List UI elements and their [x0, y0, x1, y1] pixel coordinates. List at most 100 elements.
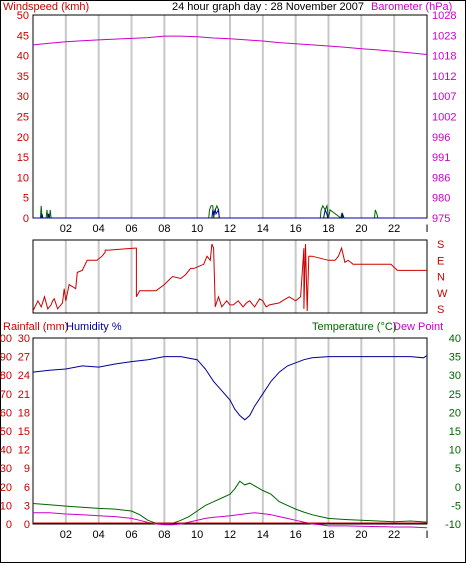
- wind-y-tick-25: 25: [17, 112, 29, 124]
- baro-y-tick-986: 986: [432, 172, 450, 184]
- barometer-axis-label: Barometer (hPa): [371, 1, 452, 13]
- wind-x-tick-14: 14: [257, 223, 269, 235]
- rain-y-tick-3: 70: [0, 389, 12, 401]
- humidity-axis-label: Humidity %: [66, 321, 122, 333]
- temp-y-tick-3: 25: [449, 389, 461, 401]
- wind-y-tick-15: 15: [17, 152, 29, 164]
- rain-y-tick-8: 20: [0, 482, 12, 494]
- wind-y-tick-45: 45: [17, 30, 29, 42]
- baro-y-tick-1018: 1018: [432, 51, 456, 63]
- rainfall-axis-label: Rainfall (mm): [3, 321, 68, 333]
- temperature-plot-area: [32, 337, 428, 525]
- rain-y-tick-1: 90: [0, 352, 12, 364]
- temp-series-line-0: [32, 354, 428, 421]
- temp-y-tick-9: -5: [451, 500, 461, 512]
- temp-x-tick-I: I: [425, 529, 428, 541]
- temp-y-tick-5: 15: [449, 426, 461, 438]
- rain-y-tick-9: 10: [0, 500, 12, 512]
- wind-x-tick-I: I: [425, 223, 428, 235]
- chart-title: 24 hour graph day : 28 November 2007: [172, 1, 364, 13]
- wind-y-tick-40: 40: [17, 51, 29, 63]
- baro-y-tick-980: 980: [432, 193, 450, 205]
- temp-x-tick-10: 10: [191, 529, 203, 541]
- baro-y-tick-991: 991: [432, 152, 450, 164]
- baro-y-tick-1023: 1023: [432, 30, 456, 42]
- humidity-y-tick-8: 6: [24, 482, 30, 494]
- baro-y-tick-975: 975: [432, 213, 450, 225]
- direction-plot-area: [32, 239, 428, 314]
- temp-x-tick-16: 16: [290, 529, 302, 541]
- wind-x-tick-04: 04: [93, 223, 105, 235]
- humidity-y-tick-9: 3: [24, 500, 30, 512]
- temperature-axis-label: Temperature (°C): [312, 321, 396, 333]
- rain-y-tick-4: 60: [0, 407, 12, 419]
- wind-x-tick-18: 18: [322, 223, 334, 235]
- humidity-y-tick-2: 24: [18, 370, 30, 382]
- humidity-y-tick-10: 0: [24, 519, 30, 531]
- dir-axis-tick-4: S: [437, 304, 444, 316]
- temp-y-tick-8: 0: [455, 482, 461, 494]
- wind-y-tick-5: 5: [23, 193, 29, 205]
- wind-series-line-0: [32, 35, 428, 55]
- baro-y-tick-1012: 1012: [432, 71, 456, 83]
- rain-y-tick-5: 50: [0, 426, 12, 438]
- dir-axis-tick-1: E: [437, 255, 444, 267]
- baro-y-tick-1028: 1028: [432, 10, 456, 22]
- dewpoint-axis-label: Dew Point: [393, 321, 443, 333]
- baro-y-tick-996: 996: [432, 132, 450, 144]
- temp-y-tick-4: 20: [449, 407, 461, 419]
- wind-y-tick-10: 10: [17, 172, 29, 184]
- temp-y-tick-0: 40: [449, 333, 461, 345]
- dir-axis-tick-3: W: [437, 288, 448, 300]
- humidity-y-tick-3: 21: [18, 389, 30, 401]
- temp-x-tick-12: 12: [224, 529, 236, 541]
- humidity-y-tick-1: 27: [18, 352, 30, 364]
- temp-x-tick-08: 08: [158, 529, 170, 541]
- humidity-y-tick-7: 9: [24, 463, 30, 475]
- temp-x-tick-18: 18: [322, 529, 334, 541]
- temp-y-tick-10: -10: [445, 519, 461, 531]
- humidity-y-tick-6: 12: [18, 445, 30, 457]
- temp-y-tick-7: 5: [455, 463, 461, 475]
- temp-x-tick-04: 04: [93, 529, 105, 541]
- temp-x-tick-14: 14: [257, 529, 269, 541]
- dir-axis-tick-0: S: [437, 239, 444, 251]
- dir-axis-tick-2: N: [437, 272, 445, 284]
- rain-y-tick-7: 30: [0, 463, 12, 475]
- temp-series-line-1: [32, 480, 428, 525]
- wind-x-tick-16: 16: [290, 223, 302, 235]
- wind-x-tick-20: 20: [355, 223, 367, 235]
- temp-y-tick-6: 10: [449, 445, 461, 457]
- wind-x-tick-06: 06: [125, 223, 137, 235]
- wind-x-tick-10: 10: [191, 223, 203, 235]
- rain-y-tick-6: 40: [0, 445, 12, 457]
- wind-y-tick-0: 0: [23, 213, 29, 225]
- rain-y-tick-2: 80: [0, 370, 12, 382]
- wind-y-tick-30: 30: [17, 91, 29, 103]
- windspeed-axis-label: Windspeed (kmh): [3, 1, 89, 13]
- temp-x-tick-22: 22: [388, 529, 400, 541]
- rain-y-tick-0: 100: [0, 333, 12, 345]
- humidity-y-tick-4: 18: [18, 407, 30, 419]
- temp-x-tick-06: 06: [125, 529, 137, 541]
- rain-y-tick-10: 0: [6, 519, 12, 531]
- wind-y-tick-20: 20: [17, 132, 29, 144]
- wind-y-tick-50: 50: [17, 10, 29, 22]
- wind-x-tick-02: 02: [60, 223, 72, 235]
- temp-y-tick-1: 35: [449, 352, 461, 364]
- temp-x-tick-20: 20: [355, 529, 367, 541]
- temp-x-tick-02: 02: [60, 529, 72, 541]
- humidity-y-tick-5: 15: [18, 426, 30, 438]
- wind-x-tick-12: 12: [224, 223, 236, 235]
- wind-x-tick-22: 22: [388, 223, 400, 235]
- direction-series-line-0: [32, 243, 427, 312]
- baro-y-tick-1007: 1007: [432, 91, 456, 103]
- temp-y-tick-2: 30: [449, 370, 461, 382]
- baro-y-tick-1002: 1002: [432, 112, 456, 124]
- wind-y-tick-35: 35: [17, 71, 29, 83]
- temp-series-line-2: [33, 512, 428, 529]
- wind-x-tick-08: 08: [158, 223, 170, 235]
- wind-series-line-2: [33, 208, 427, 219]
- humidity-y-tick-0: 30: [18, 333, 30, 345]
